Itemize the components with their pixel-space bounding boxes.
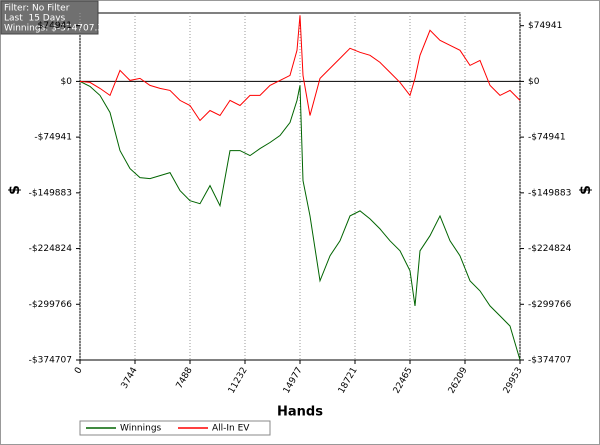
legend-label: All-In EV [212, 424, 250, 434]
legend-label: Winnings [120, 424, 162, 434]
y-tick-label: -$299766 [528, 300, 572, 310]
y-tick-label: -$374707 [29, 356, 72, 366]
x-tick-label: 0 [73, 366, 85, 376]
y-tick-label: -$224824 [528, 244, 572, 254]
y-tick-label: $0 [61, 77, 73, 87]
y-tick-label: $0 [528, 77, 540, 87]
y-tick-label: -$149883 [528, 188, 571, 198]
y-tick-label: -$299766 [29, 300, 73, 310]
y-tick-label: -$224824 [29, 244, 73, 254]
info-line: Last 15 Days [4, 14, 66, 24]
info-background [0, 0, 99, 35]
x-axis-title: Hands [277, 405, 323, 420]
y-tick-label: -$74941 [34, 133, 72, 143]
series-line [79, 80, 521, 361]
info-line: Winnings: $-374707.30 [4, 24, 109, 34]
info-box: Filter: No Filter Last 15 Days Winnings:… [0, 0, 109, 35]
y-axis-title: $ [578, 185, 594, 195]
series-line [79, 15, 521, 122]
info-line: Filter: No Filter [4, 4, 70, 14]
y-tick-label: -$149883 [29, 188, 72, 198]
y-axis-title: $ [7, 185, 23, 195]
y-tick-label: $74941 [528, 21, 562, 31]
legend [79, 420, 271, 436]
y-tick-label: -$74941 [528, 133, 566, 143]
y-tick-label: -$374707 [528, 356, 571, 366]
y-tick-label: $74941 [38, 21, 72, 31]
